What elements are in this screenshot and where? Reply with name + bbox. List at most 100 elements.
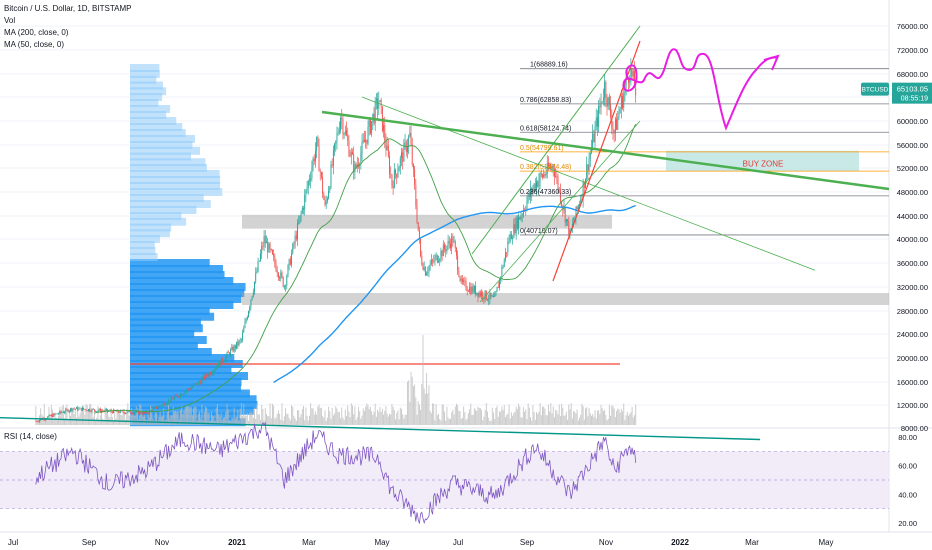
candle-body xyxy=(231,347,233,350)
candle-body xyxy=(558,188,560,190)
price-tick-label: 72000.00 xyxy=(897,46,928,55)
candle-body xyxy=(217,367,218,369)
candle-body xyxy=(445,248,447,252)
volume-bar xyxy=(626,411,628,425)
volume-bar xyxy=(101,412,103,425)
candle-body xyxy=(395,169,396,174)
volume-bar xyxy=(470,403,472,425)
volume-profile-bar xyxy=(130,129,186,137)
volume-legend[interactable]: Vol xyxy=(4,16,16,25)
volume-bar xyxy=(371,411,373,425)
volume-bar xyxy=(393,409,395,425)
volume-bar xyxy=(46,419,48,425)
ma200-legend[interactable]: MA (200, close, 0) xyxy=(4,28,69,37)
candle-body xyxy=(251,296,253,300)
candle-body xyxy=(37,421,39,423)
time-tick-label: 2022 xyxy=(671,538,689,547)
volume-bar xyxy=(237,410,239,425)
volume-bar xyxy=(435,404,437,425)
volume-bar xyxy=(127,403,129,425)
candle-body xyxy=(430,259,432,265)
candle-body xyxy=(593,133,595,143)
volume-bar xyxy=(571,418,573,425)
volume-bar xyxy=(61,406,63,425)
candle-body xyxy=(303,208,304,210)
volume-bar xyxy=(292,406,294,425)
volume-bar xyxy=(77,409,79,425)
candle-body xyxy=(138,411,140,415)
volume-bar xyxy=(298,410,300,425)
volume-bar xyxy=(559,416,561,425)
candle-body xyxy=(179,394,181,397)
candle-body xyxy=(436,255,438,263)
volume-bar xyxy=(549,411,551,425)
candle-body xyxy=(427,271,429,274)
ma50-legend[interactable]: MA (50, close, 0) xyxy=(4,40,65,49)
candle-body xyxy=(502,266,504,268)
volume-bar xyxy=(623,403,625,425)
candle-body xyxy=(175,395,177,398)
volume-bar xyxy=(132,413,134,425)
volume-bar xyxy=(360,418,362,425)
candle-body xyxy=(391,174,393,186)
candle-body xyxy=(160,405,162,407)
volume-bar xyxy=(599,413,601,425)
volume-bar xyxy=(457,405,459,425)
candle-body xyxy=(477,292,479,297)
volume-bar xyxy=(496,405,498,425)
candle-body xyxy=(67,409,69,412)
candle-body xyxy=(334,143,336,150)
candle-body xyxy=(495,291,497,296)
candle-body xyxy=(273,254,275,257)
candle-body xyxy=(47,416,49,419)
candle-body xyxy=(172,399,174,400)
candle-body xyxy=(104,409,106,412)
candle-body xyxy=(113,409,114,414)
volume-bar xyxy=(283,416,285,425)
volume-bar xyxy=(460,418,462,425)
candle-body xyxy=(330,164,332,188)
symbol-title[interactable]: Bitcoin / U.S. Dollar, 1D, BITSTAMP xyxy=(4,4,132,13)
volume-bar xyxy=(35,405,37,425)
volume-bar xyxy=(142,416,144,425)
volume-bar xyxy=(129,411,131,425)
volume-bar xyxy=(225,411,227,425)
candle-body xyxy=(368,119,370,127)
time-axis[interactable]: Jul Sep Nov 2021 Mar May Jul Sep Nov 2022 Mar May xyxy=(8,538,834,547)
volume-bar xyxy=(526,419,528,425)
candle-body xyxy=(239,339,241,341)
volume-bar xyxy=(36,419,38,425)
volume-bar xyxy=(570,403,572,425)
volume-bar xyxy=(618,409,620,425)
candle-body xyxy=(318,145,320,172)
volume-bar xyxy=(513,413,515,425)
volume-bar xyxy=(159,412,161,425)
trend-lines[interactable] xyxy=(0,25,890,441)
volume-profile-bar xyxy=(130,176,221,184)
candle-body xyxy=(422,264,424,270)
candle-body xyxy=(147,412,149,414)
price-axis[interactable]: 8000.00 12000.00 16000.00 20000.00 24000.00 2… xyxy=(897,22,928,528)
candle-body xyxy=(446,246,448,252)
volume-bar xyxy=(168,403,169,425)
candle-body xyxy=(288,258,290,266)
volume-bar xyxy=(311,408,313,425)
volume-bar xyxy=(329,411,331,425)
volume-bar xyxy=(206,407,208,425)
volume-bar xyxy=(299,417,301,425)
rsi-legend[interactable]: RSI (14, close) xyxy=(4,432,57,441)
candle-body xyxy=(416,205,418,223)
volume-bar xyxy=(433,403,435,425)
forecast-drawing[interactable] xyxy=(622,48,780,131)
candle-body xyxy=(501,267,503,278)
candle-body xyxy=(504,252,506,260)
candle-body xyxy=(189,389,191,390)
volume-bar xyxy=(64,418,66,425)
candle-body xyxy=(168,400,169,404)
candle-body xyxy=(87,409,89,411)
candle-body xyxy=(471,286,473,294)
candle-body xyxy=(95,410,97,412)
volume-bar xyxy=(71,407,73,425)
volume-bar xyxy=(193,408,195,425)
